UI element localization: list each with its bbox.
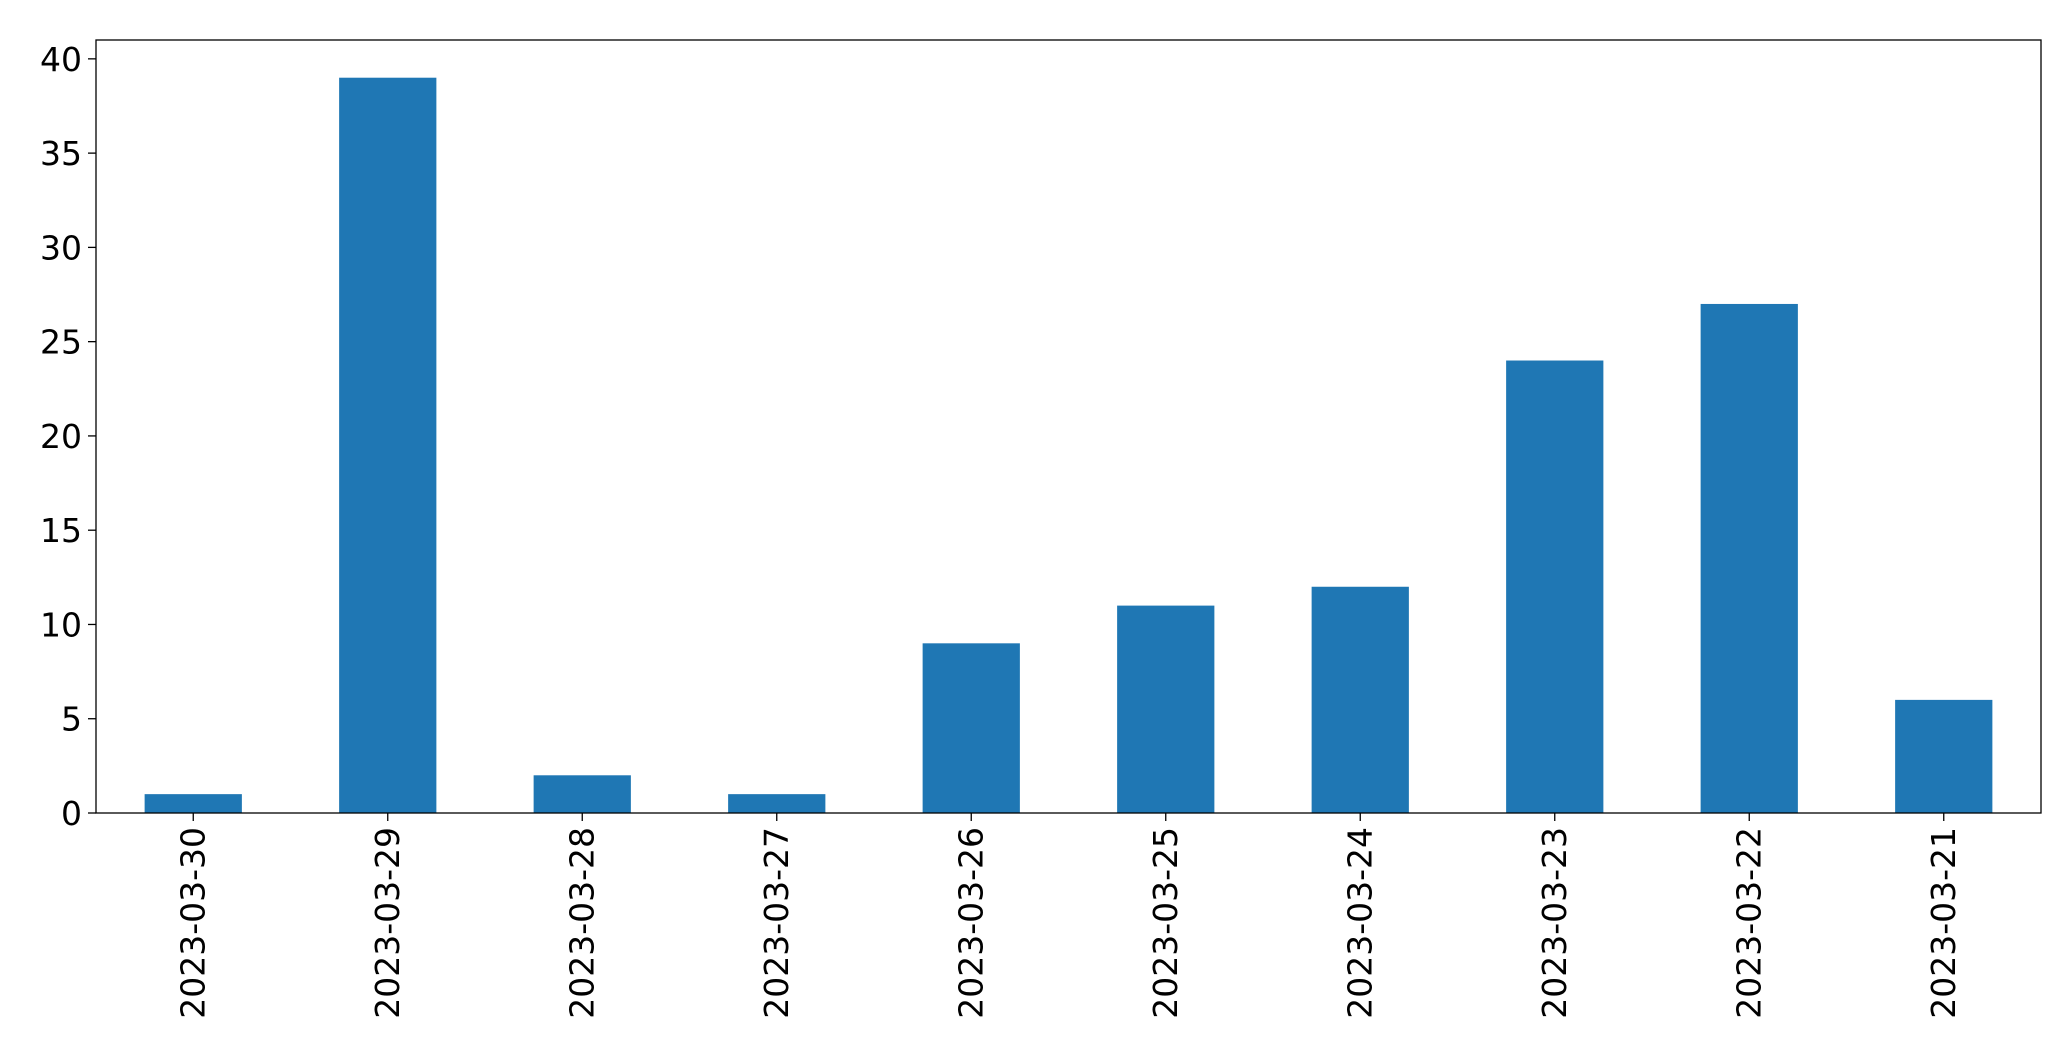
x-tick-label: 2023-03-23 xyxy=(1535,827,1574,1019)
y-tick-label: 35 xyxy=(40,134,82,173)
x-axis: 2023-03-30 2023-03-29 2023-03-28 2023-03-27… xyxy=(173,813,1963,1019)
x-tick-label: 2023-03-24 xyxy=(1340,827,1379,1019)
bar-2023-03-22 xyxy=(1700,303,1798,813)
x-tick-label: 2023-03-29 xyxy=(368,827,407,1019)
x-tick-label: 2023-03-27 xyxy=(757,827,796,1019)
y-tick-label: 5 xyxy=(61,700,82,739)
y-axis: 0 5 10 15 20 25 30 35 40 xyxy=(40,40,96,833)
bar-2023-03-29 xyxy=(339,77,437,813)
y-tick-label: 30 xyxy=(40,228,82,267)
bars-group xyxy=(144,77,1993,813)
bar-2023-03-30 xyxy=(144,794,242,813)
x-tick-label: 2023-03-22 xyxy=(1729,827,1768,1019)
x-tick-label: 2023-03-30 xyxy=(173,827,212,1019)
x-tick-label: 2023-03-26 xyxy=(951,827,990,1019)
y-tick-label: 10 xyxy=(40,605,82,644)
bar-2023-03-27 xyxy=(728,794,826,813)
bar-2023-03-28 xyxy=(533,775,631,813)
y-tick-label: 20 xyxy=(40,417,82,456)
bar-2023-03-23 xyxy=(1506,360,1604,813)
bar-2023-03-21 xyxy=(1895,699,1993,813)
plot-frame xyxy=(95,39,2042,814)
bar-2023-03-25 xyxy=(1117,605,1215,813)
y-tick-label: 15 xyxy=(40,511,82,550)
x-tick-label: 2023-03-21 xyxy=(1924,827,1963,1019)
y-tick-label: 40 xyxy=(40,40,82,79)
x-tick-label: 2023-03-25 xyxy=(1146,827,1185,1019)
bar-2023-03-26 xyxy=(922,643,1020,813)
y-tick-label: 0 xyxy=(61,794,82,833)
bar-2023-03-24 xyxy=(1311,586,1409,813)
x-tick-label: 2023-03-28 xyxy=(562,827,601,1019)
y-tick-label: 25 xyxy=(40,323,82,362)
